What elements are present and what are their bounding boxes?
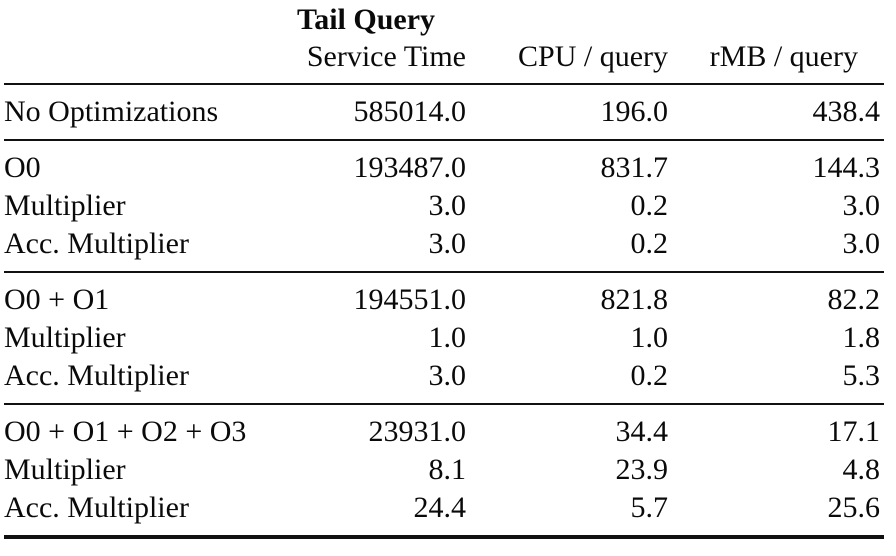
row-label: Acc. Multiplier xyxy=(4,357,266,405)
cell-rmb-per-query: 82.2 xyxy=(827,283,881,316)
cell-cpu-per-query: 1.0 xyxy=(630,321,669,354)
column-header-service-time: Service Time xyxy=(266,40,466,85)
cell-cpu-per-query: 34.4 xyxy=(615,415,669,448)
row-label: Multiplier xyxy=(4,321,126,354)
table-row: Multiplier 3.0 0.2 3.0 xyxy=(4,187,884,225)
cell-service-time: 24.4 xyxy=(266,489,466,539)
column-header-rmb-per-query: rMB / query xyxy=(668,40,884,85)
cell-cpu-per-query: 0.2 xyxy=(466,225,668,273)
row-label: Acc. Multiplier xyxy=(4,225,266,273)
table-title-row: Tail Query xyxy=(4,0,884,40)
row-label: Acc. Multiplier xyxy=(4,489,266,539)
cell-rmb-per-query: 3.0 xyxy=(668,225,884,273)
cell-service-time: 194551.0 xyxy=(353,283,467,316)
row-label: Multiplier xyxy=(4,453,126,486)
group-o0-o1-o2-o3: O0 + O1 + O2 + O3 23931.0 34.4 17.1 Mult… xyxy=(4,404,884,539)
empty-header-cell xyxy=(4,0,266,40)
group-no-optimizations: No Optimizations 585014.0 196.0 438.4 xyxy=(4,84,884,141)
empty-header-cell xyxy=(668,0,884,40)
cell-rmb-per-query: 1.8 xyxy=(842,321,881,354)
cell-rmb-per-query: 17.1 xyxy=(827,415,881,448)
cell-cpu-per-query: 196.0 xyxy=(466,84,668,141)
cell-service-time: 1.0 xyxy=(428,321,467,354)
cell-rmb-per-query: 3.0 xyxy=(842,189,881,222)
cell-cpu-per-query: 23.9 xyxy=(615,453,669,486)
column-header-cpu-per-query: CPU / query xyxy=(466,40,668,85)
group-o0: O0 193487.0 831.7 144.3 Multiplier 3.0 0… xyxy=(4,140,884,273)
cell-cpu-per-query: 831.7 xyxy=(600,151,669,184)
table-row: Multiplier 8.1 23.9 4.8 xyxy=(4,451,884,489)
cell-cpu-per-query: 0.2 xyxy=(630,189,669,222)
cell-service-time: 8.1 xyxy=(428,453,467,486)
cell-cpu-per-query: 0.2 xyxy=(466,357,668,405)
table-row: Acc. Multiplier 3.0 0.2 3.0 xyxy=(4,225,884,273)
row-label-column-header xyxy=(4,40,266,85)
row-label: Multiplier xyxy=(4,189,126,222)
cell-rmb-per-query: 144.3 xyxy=(812,151,881,184)
row-label: O0 xyxy=(4,151,41,184)
cell-service-time: 3.0 xyxy=(266,225,466,273)
cell-rmb-per-query: 5.3 xyxy=(668,357,884,405)
cell-service-time: 3.0 xyxy=(266,357,466,405)
cell-rmb-per-query: 438.4 xyxy=(668,84,884,141)
table-row: O0 + O1 194551.0 821.8 82.2 xyxy=(4,272,884,319)
table-row: O0 193487.0 831.7 144.3 xyxy=(4,140,884,187)
tail-query-results-table: Tail Query Service Time CPU / query rMB … xyxy=(4,0,884,539)
cell-service-time: 193487.0 xyxy=(353,151,467,184)
table-row: Multiplier 1.0 1.0 1.8 xyxy=(4,319,884,357)
group-o0-o1: O0 + O1 194551.0 821.8 82.2 Multiplier 1… xyxy=(4,272,884,405)
table-row: O0 + O1 + O2 + O3 23931.0 34.4 17.1 xyxy=(4,404,884,451)
cell-service-time: 585014.0 xyxy=(266,84,466,141)
results-table-container: Tail Query Service Time CPU / query rMB … xyxy=(4,0,884,539)
table-row: No Optimizations 585014.0 196.0 438.4 xyxy=(4,84,884,141)
cell-service-time: 23931.0 xyxy=(368,415,467,448)
table-row: Acc. Multiplier 24.4 5.7 25.6 xyxy=(4,489,884,539)
row-label: O0 + O1 xyxy=(4,283,110,316)
cell-cpu-per-query: 821.8 xyxy=(600,283,669,316)
table-header: Tail Query Service Time CPU / query rMB … xyxy=(4,0,884,85)
empty-header-cell xyxy=(466,0,668,40)
table-title: Tail Query xyxy=(296,3,436,36)
cell-cpu-per-query: 5.7 xyxy=(466,489,668,539)
table-row: Acc. Multiplier 3.0 0.2 5.3 xyxy=(4,357,884,405)
row-label: No Optimizations xyxy=(4,84,266,141)
row-label: O0 + O1 + O2 + O3 xyxy=(4,415,247,448)
cell-rmb-per-query: 25.6 xyxy=(668,489,884,539)
column-header-row: Service Time CPU / query rMB / query xyxy=(4,40,884,85)
cell-rmb-per-query: 4.8 xyxy=(842,453,881,486)
cell-service-time: 3.0 xyxy=(428,189,467,222)
